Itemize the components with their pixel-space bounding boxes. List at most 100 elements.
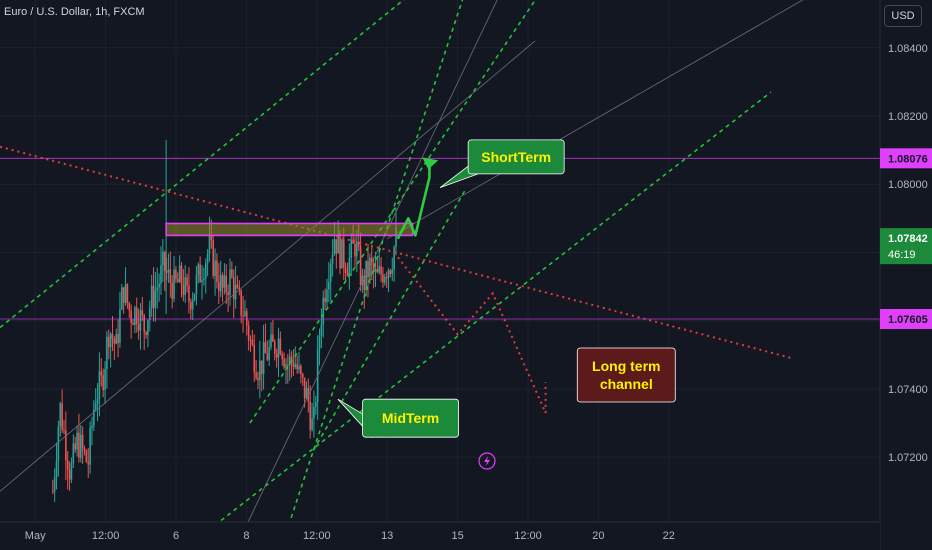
candle-body	[322, 297, 325, 325]
candle-body	[236, 284, 239, 288]
candle-body	[111, 333, 114, 339]
candle-body	[53, 477, 56, 492]
green-dashed-trendline	[287, 0, 464, 526]
candle-body	[178, 265, 181, 283]
candle-body	[208, 235, 211, 254]
candle-body	[244, 311, 246, 317]
candle-body	[203, 278, 205, 280]
candle-body	[342, 239, 345, 268]
candle-body	[370, 257, 373, 264]
candle-body	[298, 365, 300, 370]
callout-text: ShortTerm	[481, 149, 551, 165]
candle-body	[57, 426, 60, 461]
candle-body	[66, 460, 69, 470]
candle-body	[285, 364, 287, 368]
candle-body	[201, 279, 203, 283]
candle-body	[188, 285, 190, 302]
candle-body	[98, 371, 101, 399]
candle-body	[152, 285, 155, 308]
candle-body	[190, 301, 192, 310]
time-tick-label: 15	[451, 530, 463, 542]
candle-body	[337, 233, 339, 254]
candle-body	[121, 287, 123, 310]
currency-button[interactable]: USD	[884, 5, 922, 27]
candle-body	[150, 285, 153, 309]
candle-body	[145, 332, 147, 336]
candle-body	[96, 398, 99, 404]
candle-body	[314, 402, 317, 407]
candle-body	[93, 409, 95, 426]
candle-body	[341, 239, 343, 269]
candle-body	[139, 310, 142, 331]
candle-body	[72, 443, 75, 464]
candle-body	[242, 315, 244, 317]
candle-body	[357, 241, 360, 247]
green-dashed-trendline	[214, 91, 772, 527]
candle-body	[204, 263, 207, 279]
candle-body	[300, 365, 302, 375]
candle-body	[221, 275, 224, 288]
candle-body	[109, 333, 112, 348]
candle-body	[384, 277, 386, 283]
price-axis[interactable]: 1.072001.074001.076001.078001.080001.082…	[879, 0, 932, 550]
candle-body	[275, 353, 278, 358]
symbol-title: Euro / U.S. Dollar, 1h, FXCM	[4, 6, 145, 18]
candle-body	[74, 443, 76, 450]
price-tick-label: 1.07200	[888, 452, 928, 464]
price-level-badge	[880, 309, 932, 329]
candle-body	[83, 448, 86, 451]
candle-body	[339, 233, 341, 269]
candle-body	[238, 287, 241, 291]
candle-body	[162, 252, 164, 266]
candle-body	[385, 277, 388, 279]
candle-body	[52, 491, 54, 493]
candle-body	[354, 243, 356, 257]
candle-body	[318, 336, 321, 350]
callout-box	[467, 139, 565, 175]
candle-body	[277, 338, 280, 358]
candle-body	[160, 265, 162, 284]
price-tick-label: 1.07400	[888, 384, 928, 396]
candle-body	[182, 284, 185, 295]
candle-body	[169, 269, 172, 283]
candle-body	[65, 430, 67, 461]
green-dashed-trendline	[249, 0, 537, 424]
candle-body	[257, 377, 259, 381]
candle-body	[240, 290, 242, 316]
candle-body	[59, 403, 62, 427]
candle-body	[225, 275, 228, 293]
candle-body	[76, 432, 78, 450]
candle-body	[143, 315, 145, 333]
candle-body	[268, 347, 270, 360]
candle-body	[255, 372, 257, 378]
candle-body	[134, 307, 136, 325]
candle-body	[68, 469, 71, 480]
candle-body	[279, 338, 282, 354]
candle-body	[85, 450, 88, 463]
candle-body	[391, 269, 394, 275]
candle-body	[180, 265, 183, 285]
candle-body	[137, 324, 140, 331]
candle-body	[81, 434, 84, 449]
candle-body	[100, 371, 103, 376]
time-axis[interactable]: May 12:00 6 8 12:00 13 15 12:00 20 22	[0, 521, 880, 550]
candle-body	[303, 377, 306, 399]
candle-body	[352, 239, 354, 244]
candle-body	[288, 356, 291, 366]
candle-body	[148, 308, 151, 321]
candle-body	[253, 344, 256, 373]
thin-trendline	[387, 0, 803, 240]
green-dashed-trendline	[0, 0, 405, 329]
candle-body	[313, 406, 315, 419]
candle-body	[311, 418, 313, 430]
candle-body	[305, 387, 308, 399]
candle-body	[361, 275, 364, 286]
candle-body	[223, 275, 226, 288]
candle-body	[158, 283, 160, 288]
candle-body	[210, 235, 213, 241]
time-tick-label: May	[25, 530, 46, 542]
candle-body	[374, 268, 377, 272]
